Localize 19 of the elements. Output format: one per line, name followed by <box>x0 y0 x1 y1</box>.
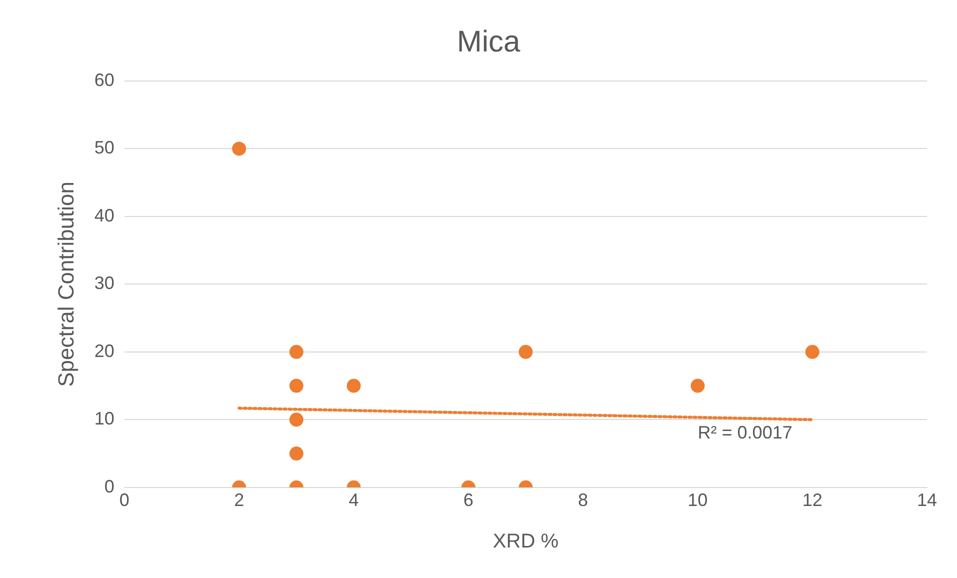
y-tick-label: 0 <box>104 476 114 496</box>
x-tick-label: 14 <box>916 490 938 510</box>
x-axis-title: XRD % <box>492 530 559 553</box>
x-tick-label: 10 <box>688 490 708 510</box>
y-tick-label: 50 <box>94 138 114 158</box>
annotation: R² = 0.0017 <box>698 422 792 443</box>
x-tick-label: 4 <box>348 490 359 510</box>
y-axis-title: Spectral Contribution <box>53 181 78 387</box>
y-tick-label: 30 <box>94 273 114 294</box>
x-tick-label: 12 <box>802 490 822 510</box>
x-tick-label: 0 <box>119 490 130 510</box>
y-tick-label: 60 <box>94 70 114 90</box>
y-tick-label: 10 <box>94 408 114 429</box>
x-tick-label: 6 <box>463 490 474 510</box>
y-tick-label: 40 <box>94 205 114 226</box>
x-tick-label: 8 <box>578 490 588 510</box>
chart-title: Mica <box>456 25 520 58</box>
y-tick-label: 20 <box>94 340 114 361</box>
x-tick-label: 2 <box>234 490 244 510</box>
